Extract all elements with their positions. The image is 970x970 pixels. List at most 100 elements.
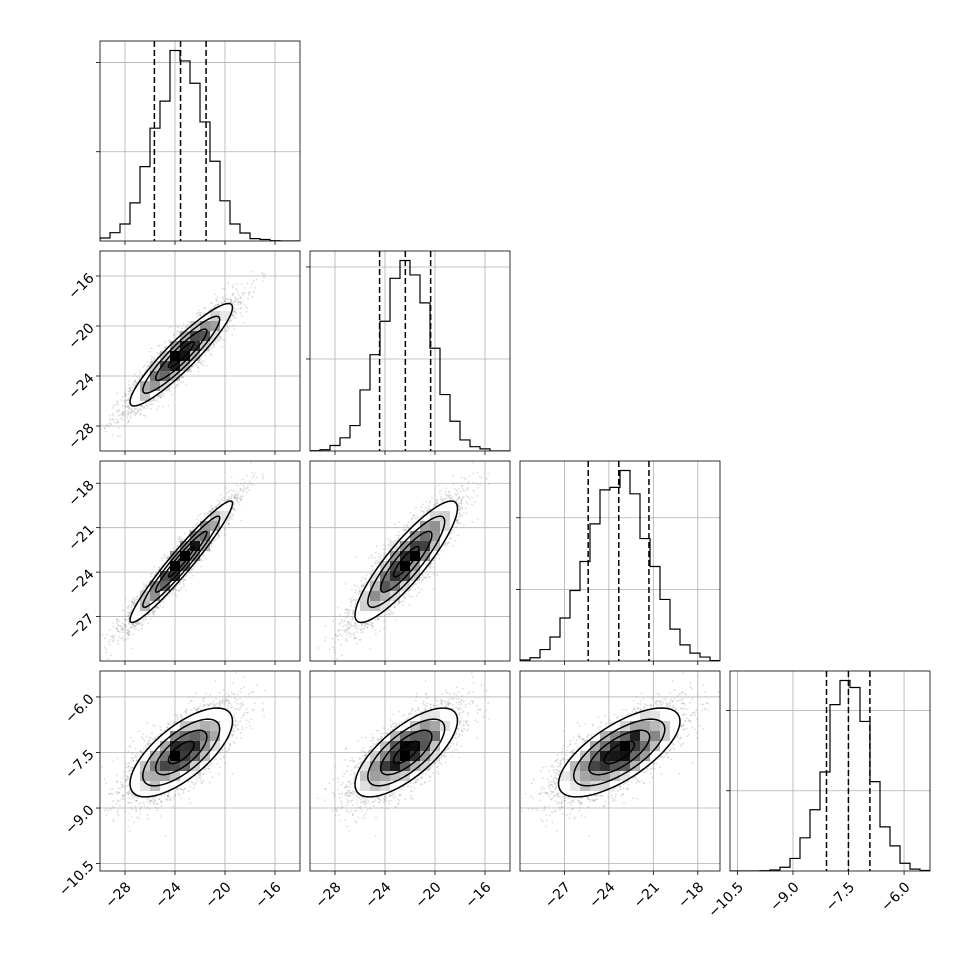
sample-point	[191, 365, 194, 368]
sample-point	[153, 357, 156, 360]
sample-point	[251, 476, 254, 479]
sample-point	[232, 311, 235, 314]
sample-point	[148, 400, 151, 403]
sample-point	[198, 309, 200, 312]
sample-point	[154, 399, 157, 402]
sample-point	[235, 288, 238, 290]
sample-point	[127, 390, 130, 393]
sample-point	[209, 301, 212, 304]
sample-point	[111, 434, 114, 437]
sample-point	[127, 412, 130, 414]
sample-point	[162, 394, 165, 397]
sample-point	[204, 354, 207, 357]
sample-point	[146, 404, 149, 407]
sample-point	[237, 301, 240, 304]
sample-point	[122, 631, 125, 634]
sample-point	[111, 418, 114, 420]
sample-point	[150, 355, 153, 358]
sample-point	[130, 392, 132, 395]
sample-point	[199, 361, 201, 364]
sample-point	[126, 611, 129, 614]
sample-point	[231, 302, 234, 304]
sample-point	[230, 497, 233, 500]
sample-point	[134, 379, 137, 382]
sample-point	[196, 314, 199, 317]
sample-point	[254, 286, 256, 289]
sample-point	[156, 397, 159, 400]
sample-point	[232, 504, 235, 506]
sample-point	[133, 380, 136, 383]
sample-point	[157, 395, 160, 397]
sample-point	[129, 387, 132, 390]
sample-point	[140, 405, 143, 407]
sample-point	[124, 405, 127, 408]
sample-point	[230, 298, 233, 301]
sample-point	[142, 589, 145, 592]
sample-point	[176, 326, 179, 329]
sample-point	[251, 295, 254, 298]
sample-point	[128, 408, 131, 411]
sample-point	[172, 588, 175, 591]
sample-point	[118, 410, 121, 412]
sample-point	[248, 291, 250, 294]
sample-point	[254, 472, 256, 475]
sample-point	[200, 363, 203, 366]
sample-point	[144, 414, 146, 417]
sample-point	[232, 314, 234, 317]
sample-point	[241, 490, 244, 493]
sample-point	[242, 294, 245, 297]
sample-point	[191, 568, 194, 571]
sample-point	[145, 404, 148, 406]
sample-point	[167, 404, 170, 407]
sample-point	[120, 637, 123, 640]
sample-point	[252, 290, 255, 293]
sample-point	[230, 495, 232, 498]
sample-point	[142, 414, 145, 417]
sample-point	[127, 420, 130, 423]
sample-point	[199, 313, 202, 316]
sample-point	[131, 409, 134, 412]
sample-point	[261, 272, 264, 274]
sample-point	[217, 303, 220, 306]
sample-point	[177, 384, 180, 387]
sample-point	[117, 408, 120, 411]
sample-point	[150, 347, 153, 350]
sample-point	[160, 395, 163, 397]
sample-point	[112, 412, 114, 415]
sample-point	[262, 273, 264, 276]
sample-point	[137, 622, 140, 625]
sample-point	[220, 301, 223, 304]
sample-point	[198, 314, 201, 317]
sample-point	[215, 341, 218, 344]
sample-point	[123, 392, 126, 395]
sample-point	[190, 370, 193, 372]
sample-point	[233, 300, 236, 303]
sample-point	[222, 499, 224, 502]
sample-point	[146, 360, 148, 363]
sample-point	[126, 413, 129, 416]
sample-point	[232, 292, 235, 295]
sample-point	[144, 584, 147, 587]
sample-point	[234, 297, 237, 300]
sample-point	[164, 346, 166, 349]
sample-point	[229, 299, 232, 301]
sample-point	[150, 400, 153, 403]
sample-point	[159, 393, 162, 396]
sample-point	[231, 314, 234, 317]
sample-point	[235, 313, 238, 315]
sample-point	[110, 423, 113, 426]
sample-point	[160, 396, 163, 399]
sample-point	[149, 408, 152, 410]
sample-point	[228, 324, 231, 327]
sample-point	[133, 604, 136, 606]
sample-point	[130, 600, 133, 602]
sample-point	[156, 351, 159, 354]
sample-point	[136, 409, 139, 412]
sample-point	[197, 361, 200, 364]
sample-point	[207, 350, 209, 353]
sample-point	[224, 330, 227, 332]
sample-point	[240, 301, 243, 304]
sample-point	[125, 638, 128, 641]
sample-point	[159, 396, 162, 399]
sample-point	[189, 371, 192, 374]
